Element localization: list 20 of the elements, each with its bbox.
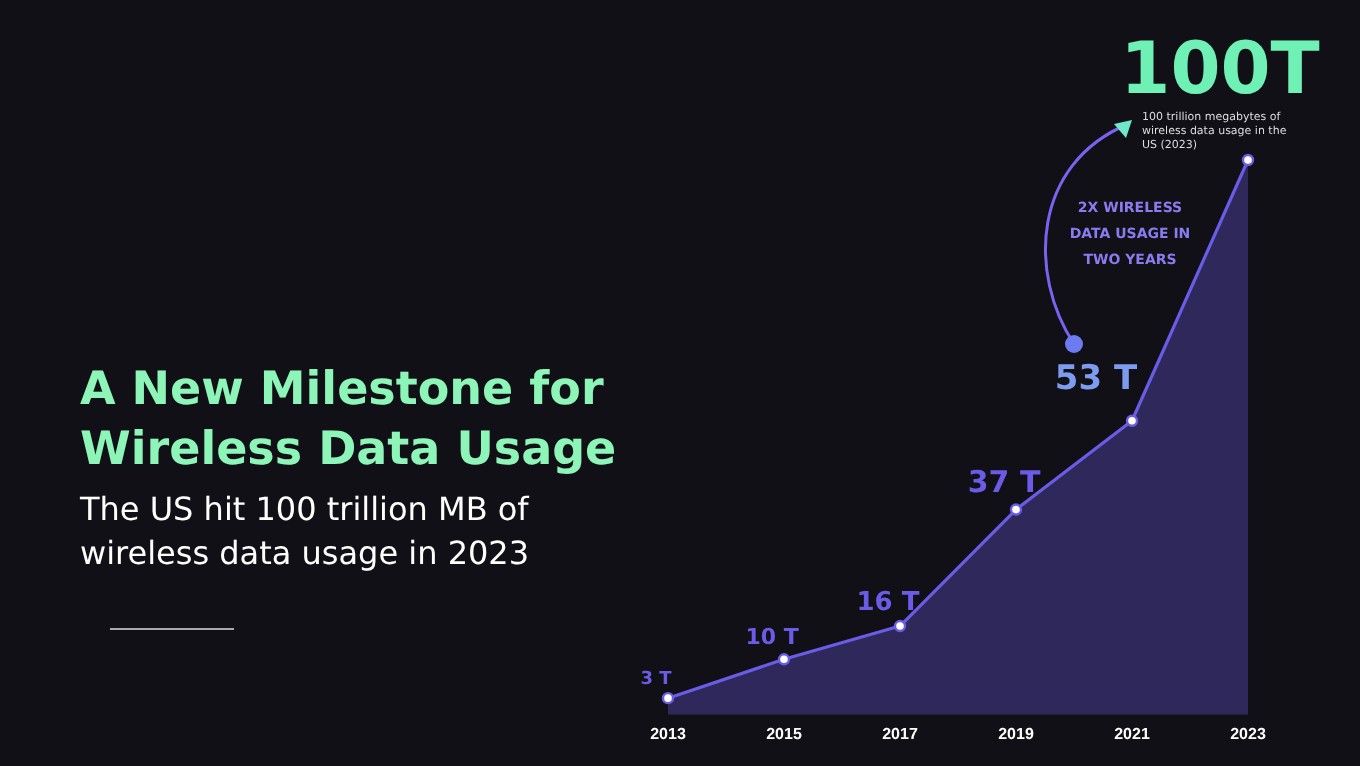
x-tick-label: 2017 [882,724,919,743]
x-tick-label: 2023 [1230,724,1267,743]
point [1241,153,1255,167]
point [661,691,675,705]
data-label: 16 T [856,587,920,618]
text: The US hit 100 trillion MB of wireless data usage in 2023 [80,488,532,576]
data-label: 10 T [745,624,800,651]
x-tick-label: 2015 [766,724,803,743]
point [1125,414,1139,427]
data-label: 3 T [640,669,674,690]
x-tick-label: 2019 [998,724,1035,743]
data-label: 53 T [1054,358,1138,399]
x-tick-label: 2013 [650,724,687,743]
text: A New Milestone for Wireless Data Usage [80,362,619,480]
data-label: 100T [1120,28,1321,111]
point [893,619,907,633]
data-label: 37 T [967,464,1042,501]
x-tick-label: 2021 [1114,724,1151,743]
point [777,653,791,666]
point [1009,503,1023,516]
